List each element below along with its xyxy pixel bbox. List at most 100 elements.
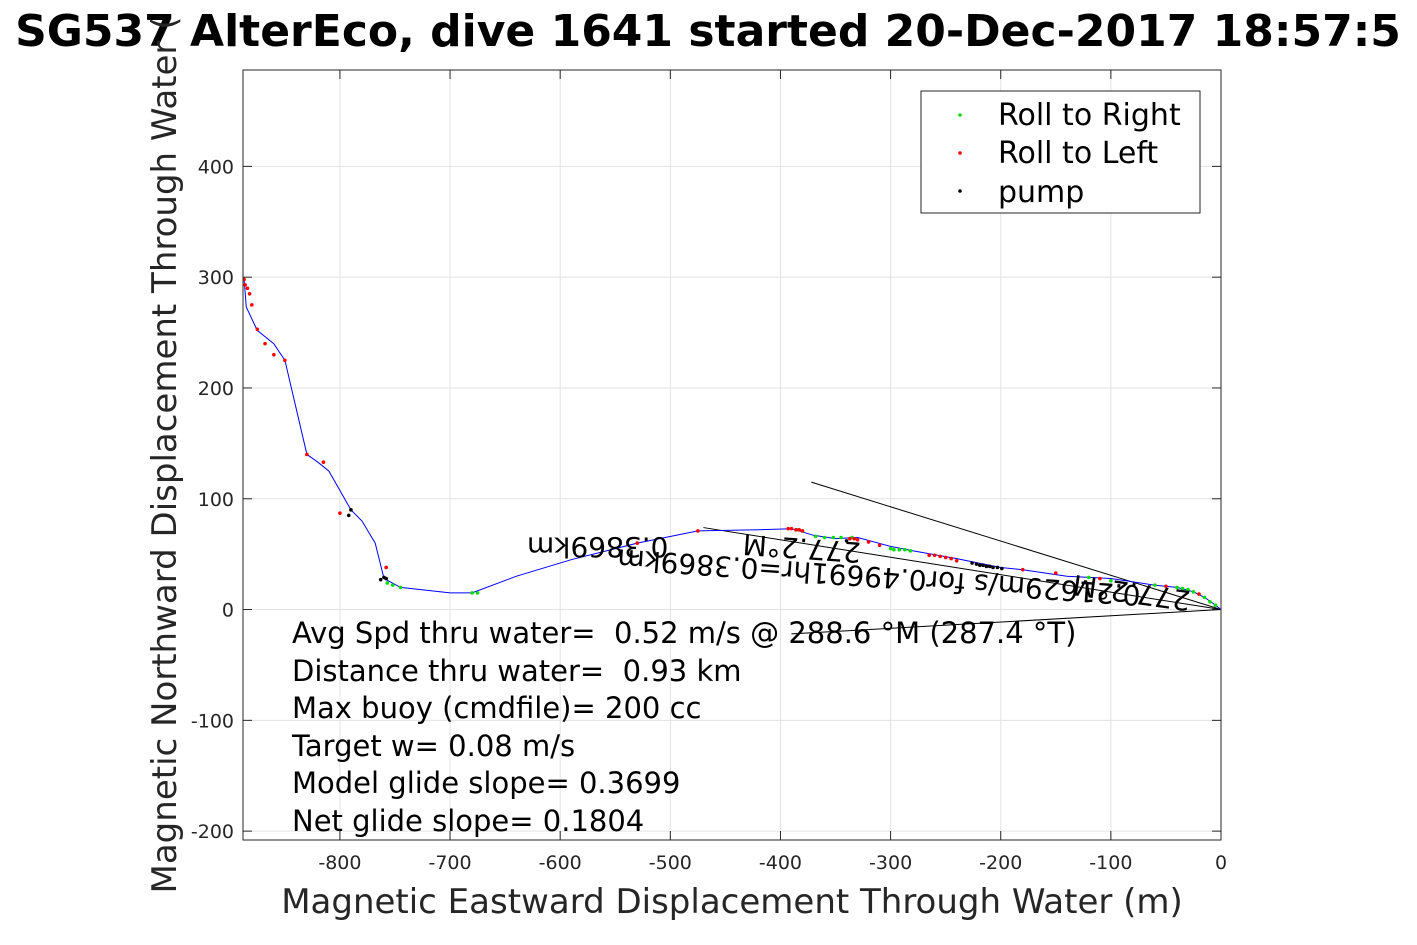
roll-right-point	[892, 547, 896, 552]
heading-line	[811, 481, 1221, 611]
roll-right-point	[888, 546, 893, 551]
data-series	[243, 277, 1221, 635]
roll-right-point	[1175, 585, 1179, 590]
pump-point	[991, 565, 995, 570]
pump-point	[970, 561, 974, 565]
roll-left-point	[786, 526, 790, 531]
roll-right-point	[470, 591, 474, 595]
roll-right-point	[1180, 586, 1185, 591]
roll-right-point	[822, 535, 827, 540]
roll-right-point	[1191, 590, 1196, 594]
roll-left-point	[943, 555, 948, 560]
pump-point	[349, 508, 353, 512]
roll-left-point	[1164, 584, 1168, 589]
x-tick-label: -500	[649, 852, 692, 874]
legend-marker-roll-right	[958, 113, 962, 117]
roll-left-point	[852, 536, 857, 541]
roll-left-point	[932, 553, 937, 558]
pump-point	[382, 575, 386, 580]
heading-line	[791, 609, 1221, 635]
heading-annotation: 277.2°M	[742, 528, 862, 569]
x-tick-label: -100	[1089, 852, 1132, 874]
roll-left-point	[635, 541, 640, 545]
roll-right-point	[1208, 599, 1212, 604]
stat-target-w: Target w= 0.08 m/s	[291, 729, 575, 763]
y-tick-label: 200	[198, 378, 234, 400]
roll-left-point	[797, 527, 801, 532]
roll-left-point	[384, 565, 388, 570]
roll-right-point	[1213, 603, 1218, 607]
roll-left-point	[877, 543, 882, 548]
roll-right-point	[813, 534, 818, 539]
roll-left-point	[794, 527, 798, 532]
heading-annotation: 0.3869km	[527, 531, 668, 564]
legend-label-roll-left: Roll to Left	[998, 136, 1158, 171]
roll-left-point	[1020, 567, 1025, 572]
roll-right-point	[1186, 587, 1190, 592]
roll-left-point	[305, 452, 309, 457]
roll-left-point	[283, 358, 287, 363]
roll-left-point	[866, 540, 871, 544]
roll-right-point	[839, 535, 843, 540]
roll-left-point	[243, 277, 246, 282]
roll-left-point	[321, 460, 326, 465]
pump-point	[346, 513, 351, 518]
roll-left-point	[247, 291, 252, 296]
pump-point	[981, 563, 985, 568]
y-tick-label: 0	[222, 600, 234, 622]
axis-ticks: -800 -700 -600 -500 -400 -300 -200 -100 0 -200 -10…	[191, 70, 1227, 874]
pump-point	[1000, 566, 1004, 571]
stat-max-buoy: Max buoy (cmdfile)= 200 cc	[292, 691, 701, 725]
x-tick-label: -400	[759, 852, 802, 874]
roll-left-point	[855, 537, 860, 542]
y-tick-label: 100	[198, 489, 234, 511]
roll-right-point	[1202, 595, 1207, 600]
roll-right-point	[1087, 575, 1091, 580]
roll-left-point	[338, 511, 342, 515]
stat-model-glide: Model glide slope= 0.3699	[292, 766, 680, 800]
stats-block: Avg Spd thru water= 0.52 m/s @ 288.6 °M …	[291, 616, 1076, 838]
roll-right-point	[475, 591, 480, 595]
roll-left-point	[1098, 576, 1102, 581]
roll-right-point	[903, 547, 907, 552]
roll-left-point	[1197, 592, 1201, 596]
stat-avg-speed: Avg Spd thru water= 0.52 m/s @ 288.6 °M …	[292, 616, 1076, 650]
x-tick-label: -600	[539, 852, 582, 874]
pump-point	[984, 564, 989, 569]
roll-right-point	[908, 549, 913, 553]
x-axis-label: Magnetic Eastward Displacement Through W…	[281, 882, 1183, 922]
roll-right-point	[831, 535, 836, 540]
roll-left-point	[954, 559, 959, 563]
y-axis-label: Magnetic Northward Displacement Through …	[145, 17, 185, 894]
y-tick-label: 300	[198, 267, 234, 289]
roll-right-point	[390, 583, 395, 587]
y-tick-label: 400	[198, 156, 234, 178]
y-tick-label: -200	[191, 821, 234, 843]
roll-right-point	[398, 585, 403, 590]
x-tick-label: 0	[1215, 852, 1227, 874]
roll-left-point	[272, 352, 276, 357]
roll-left-point	[938, 554, 942, 559]
legend-label-roll-right: Roll to Right	[998, 98, 1181, 133]
x-tick-label: -200	[979, 852, 1022, 874]
pump-point	[844, 539, 849, 543]
roll-left-point	[848, 536, 852, 541]
roll-left-point	[243, 283, 248, 287]
roll-left-point	[1053, 571, 1058, 575]
x-tick-label: -300	[869, 852, 912, 874]
stat-net-glide: Net glide slope= 0.1804	[292, 804, 644, 838]
roll-left-point	[949, 556, 953, 561]
legend-marker-roll-left	[958, 151, 962, 155]
stat-distance: Distance thru water= 0.93 km	[292, 654, 742, 688]
legend-box	[920, 90, 1201, 214]
legend-label-pump: pump	[998, 175, 1084, 210]
roll-right-point	[1109, 578, 1113, 583]
roll-left-point	[789, 526, 794, 531]
roll-left-point	[250, 303, 254, 307]
x-tick-label: -700	[428, 852, 471, 874]
pump-point	[378, 577, 383, 582]
pump-point	[978, 563, 982, 568]
roll-right-point	[385, 581, 390, 585]
x-tick-label: -800	[318, 852, 361, 874]
